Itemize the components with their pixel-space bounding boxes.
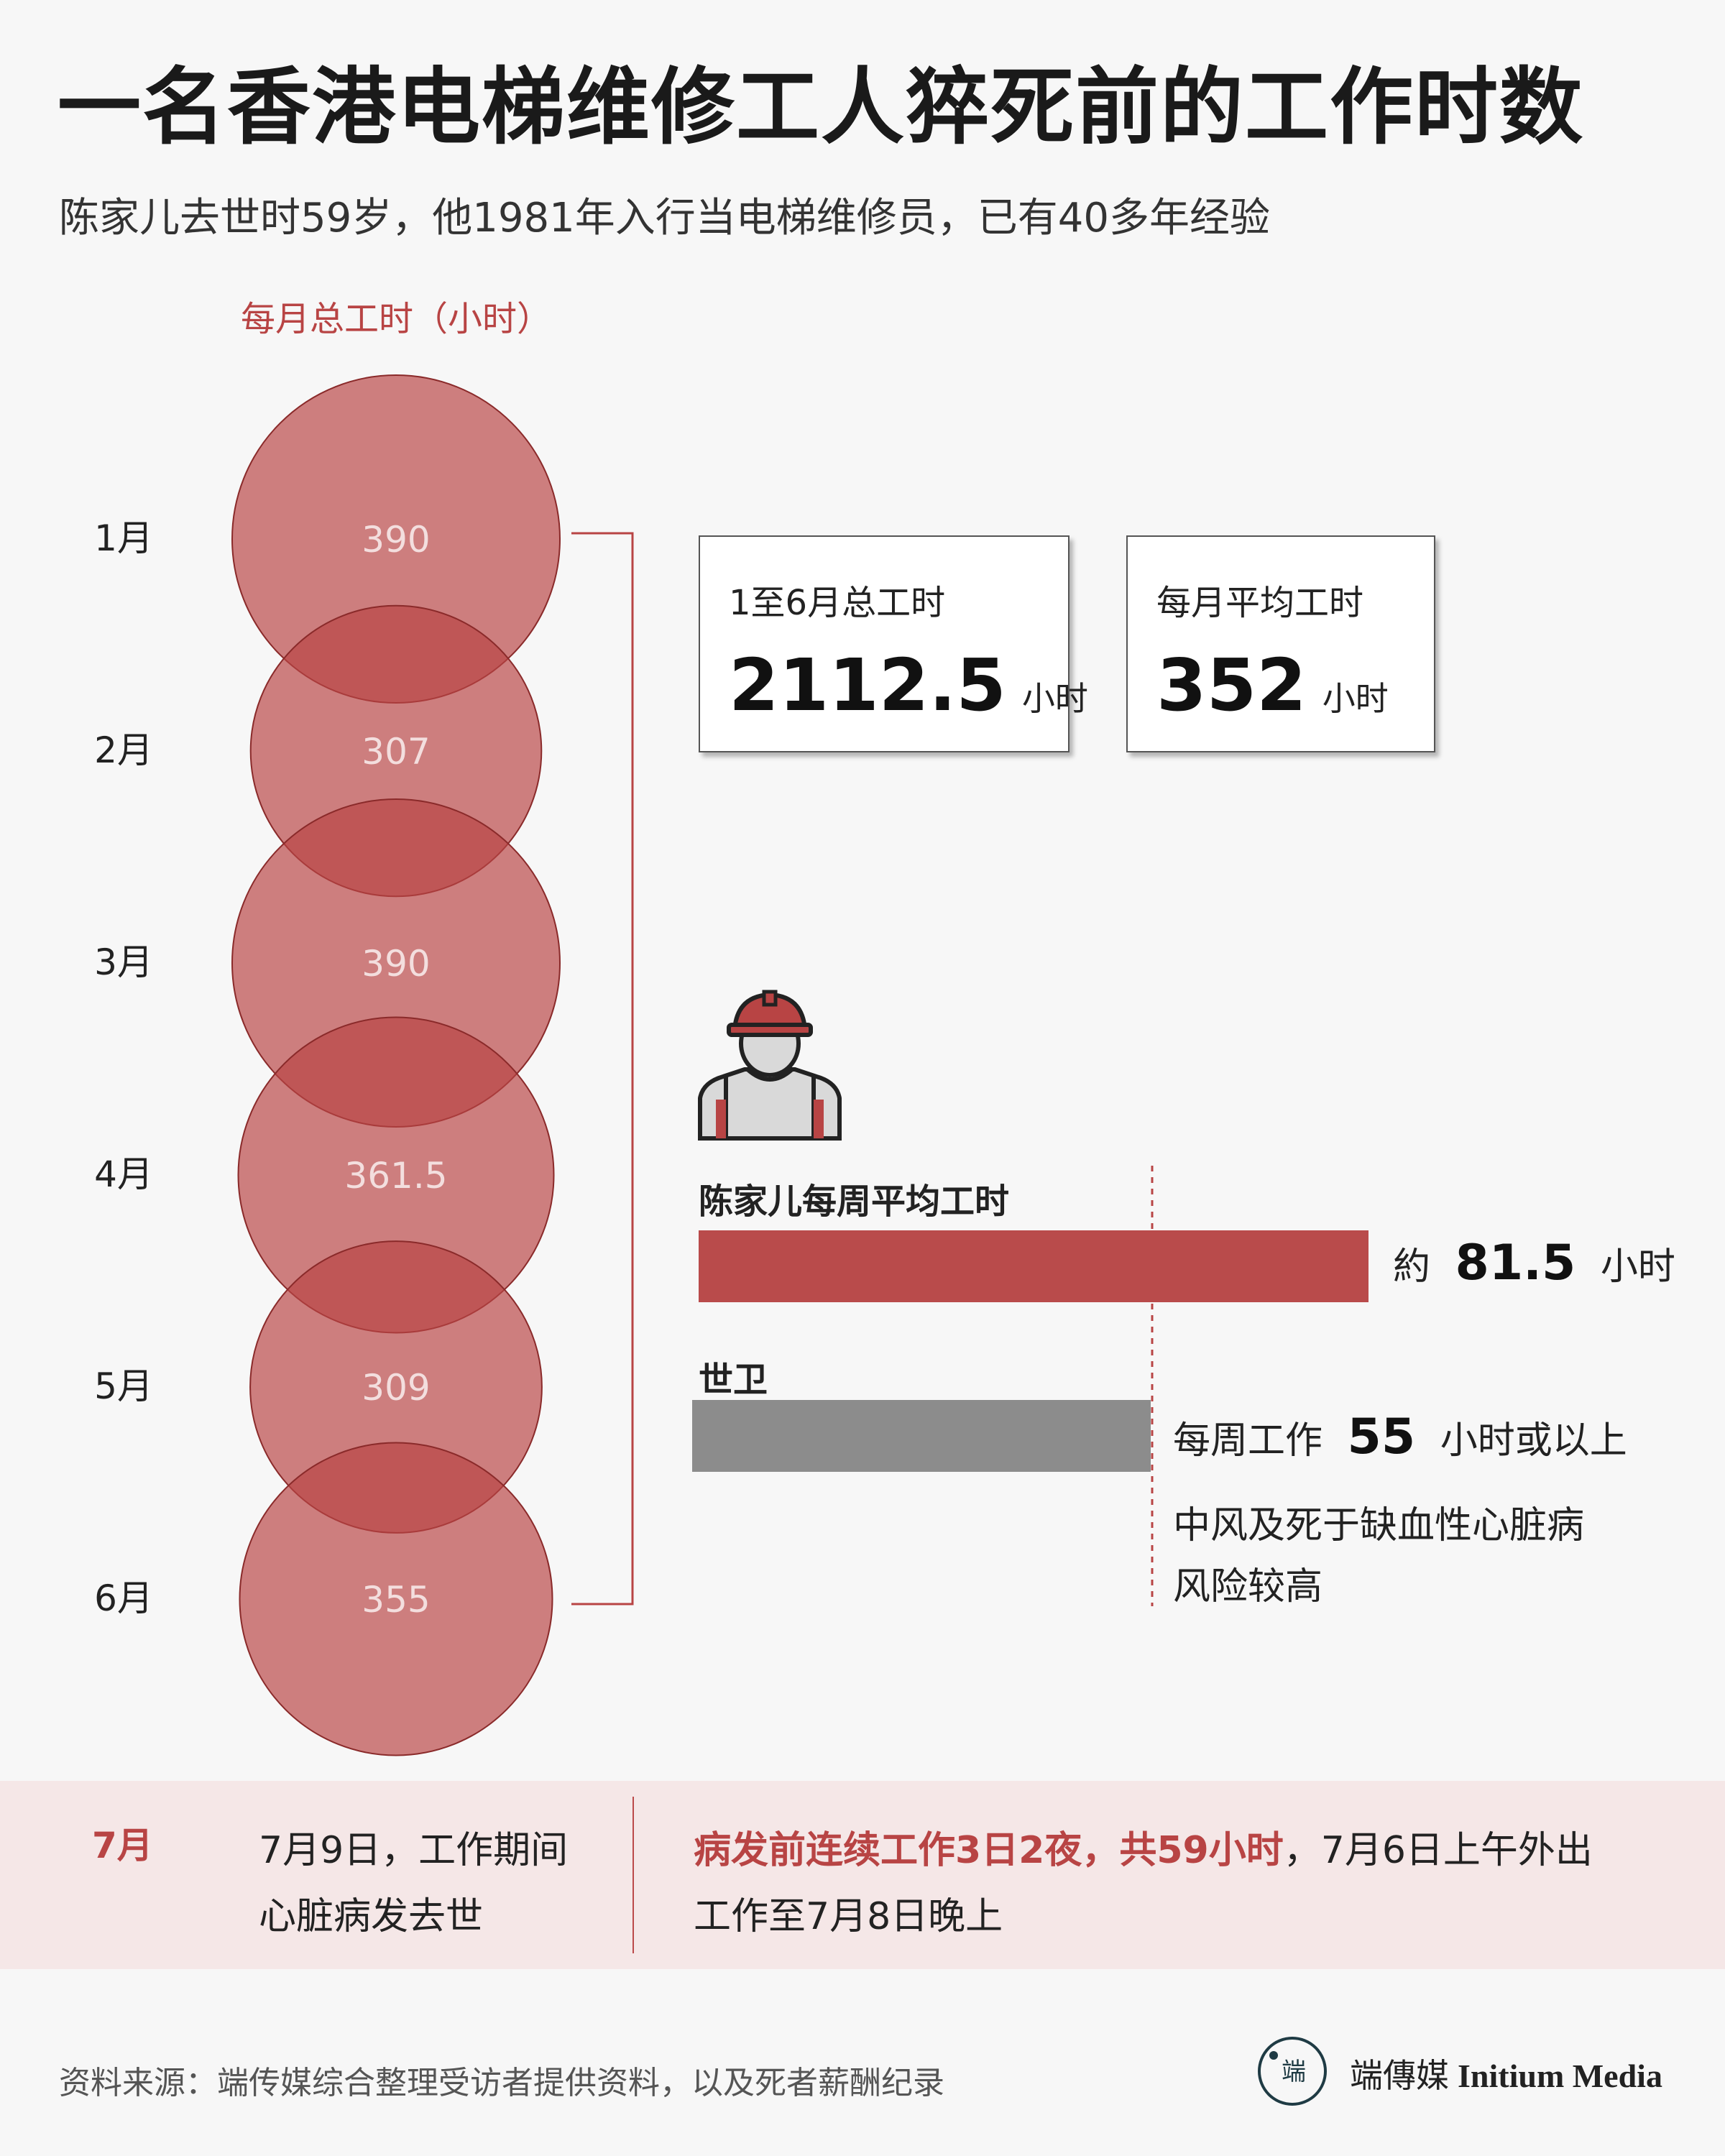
who-risk-note-line2: 风险较高 (1173, 1565, 1323, 1608)
july-highlight: 病发前连续工作3日2夜，共59小时 (694, 1829, 1284, 1872)
total-hours-card: 1至6月总工时 2112.5 小时 (699, 535, 1088, 752)
page-subtitle: 陈家儿去世时59岁，他1981年入行当电梯维修员，已有40多年经验 (59, 195, 1271, 241)
total-hours-unit: 小时 (1021, 679, 1088, 718)
who-risk-note-line1: 中风及死于缺血性心脏病 (1173, 1504, 1585, 1547)
bubble-group (231, 374, 561, 1756)
average-hours-label: 每月平均工时 (1156, 583, 1364, 623)
value-label-6: 355 (362, 1579, 430, 1621)
who-unit: 小时或以上 (1440, 1419, 1627, 1462)
bubble-6 (239, 1442, 553, 1756)
month-label-2: 2月 (94, 729, 153, 771)
month-label-6: 6月 (94, 1577, 153, 1619)
page-title: 一名香港电梯维修工人猝死前的工作时数 (58, 59, 1584, 156)
who-threshold-label: 每周工作 55 小时或以上 (1173, 1409, 1627, 1465)
average-hours-value: 352 (1156, 643, 1307, 727)
july-event-line1: 7月9日，工作期间 (259, 1829, 569, 1872)
july-detail-line2: 工作至7月8日晚上 (694, 1895, 1003, 1938)
chen-bar-label: 陈家儿每周平均工时 (699, 1181, 1010, 1222)
average-hours-card: 每月平均工时 352 小时 (1126, 535, 1435, 752)
total-hours-label: 1至6月总工时 (729, 583, 946, 623)
july-band (0, 1781, 1725, 1969)
chen-prefix: 約 (1393, 1245, 1431, 1289)
range-bracket (571, 532, 634, 1606)
july-detail-tail: ，7月6日上午外出 (1283, 1829, 1593, 1872)
svg-text:端: 端 (1282, 2058, 1306, 2086)
july-detail-line1: 病发前连续工作3日2夜，共59小时，7月6日上午外出 (694, 1820, 1593, 1874)
chen-unit: 小时 (1600, 1245, 1675, 1289)
july-month-label: 7月 (92, 1825, 153, 1866)
monthly-hours-chart: 每月总工时（小时） 1月 2月 3月 4月 5月 6月 390 307 390 361.5 309… (94, 299, 1154, 1756)
value-label-3: 390 (362, 943, 430, 985)
chen-weekly-bar (699, 1230, 1368, 1302)
month-label-3: 3月 (94, 941, 153, 983)
who-prefix: 每周工作 (1173, 1419, 1323, 1462)
july-event-line2: 心脏病发去世 (259, 1895, 484, 1938)
initium-logo-icon: 端 (1258, 2037, 1327, 2106)
value-label-5: 309 (362, 1367, 430, 1409)
month-label-4: 4月 (94, 1153, 153, 1195)
source-note: 资料来源：端传媒综合整理受访者提供资料，以及死者薪酬纪录 (59, 2065, 944, 2101)
value-label-4: 361.5 (344, 1155, 447, 1197)
who-bar-label: 世卫 (699, 1360, 768, 1400)
month-label-group: 1月 2月 3月 4月 5月 6月 (94, 517, 153, 1619)
average-hours-unit: 小时 (1322, 679, 1389, 718)
july-divider (632, 1797, 634, 1953)
brand-name: 端傳媒 Initium Media (1350, 2050, 1662, 2097)
value-label-2: 307 (362, 731, 430, 773)
month-label-1: 1月 (94, 517, 153, 559)
worker-icon (698, 990, 842, 1141)
total-hours-value: 2112.5 (729, 643, 1006, 727)
value-label-1: 390 (362, 519, 430, 561)
who-weekly-bar (692, 1400, 1151, 1472)
brand-name-cn: 端傳媒 (1350, 2056, 1449, 2095)
month-label-5: 5月 (94, 1365, 153, 1407)
chen-value: 81.5 (1455, 1235, 1576, 1291)
chen-bar-value-label: 約 81.5 小时 (1393, 1235, 1675, 1291)
value-label-group: 390 307 390 361.5 309 355 (344, 519, 447, 1621)
chart-title: 每月总工时（小时） (241, 299, 551, 339)
who-value: 55 (1347, 1409, 1416, 1465)
brand-name-en: Initium Media (1458, 2058, 1662, 2094)
